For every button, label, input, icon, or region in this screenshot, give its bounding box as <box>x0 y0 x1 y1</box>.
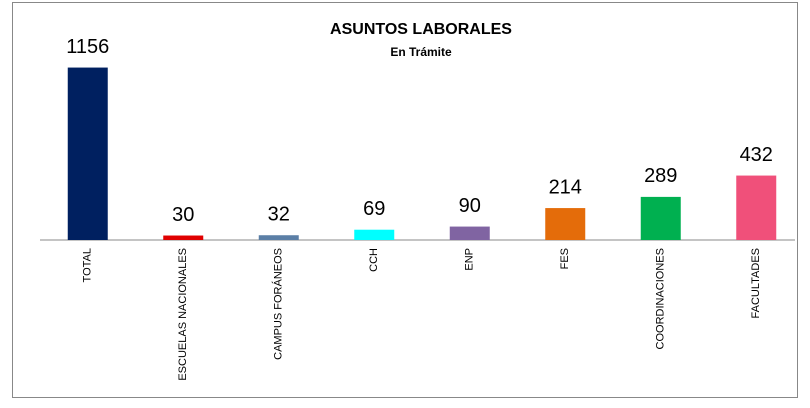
x-tick-label: ESCUELAS NACIONALES <box>177 248 189 381</box>
value-label: 214 <box>549 176 582 198</box>
bar <box>258 235 299 240</box>
chart-title: ASUNTOS LABORALES <box>330 21 512 38</box>
x-tick-label: FACULTADES <box>750 248 762 319</box>
bar <box>736 175 777 240</box>
value-label: 32 <box>268 204 290 226</box>
x-tick-label: CCH <box>368 248 380 272</box>
bar <box>354 229 395 240</box>
x-tick-label: TOTAL <box>82 248 94 282</box>
value-label: 90 <box>459 195 481 217</box>
value-label: 289 <box>644 165 677 187</box>
value-label: 30 <box>172 204 194 226</box>
value-label: 432 <box>740 144 773 166</box>
bar <box>163 235 204 240</box>
chart-subtitle: En Trámite <box>390 45 452 59</box>
x-tick-label: ENP <box>464 248 476 271</box>
bar <box>545 208 586 240</box>
bar <box>67 67 108 241</box>
x-tick-label: CAMPUS FORÁNEOS <box>272 248 285 360</box>
bar <box>449 226 490 240</box>
value-label: 69 <box>363 198 385 220</box>
x-tick-label: COORDINACIONES <box>655 248 667 349</box>
x-tick-label: FES <box>559 248 571 269</box>
bar <box>640 196 681 240</box>
value-label: 1156 <box>66 36 109 58</box>
